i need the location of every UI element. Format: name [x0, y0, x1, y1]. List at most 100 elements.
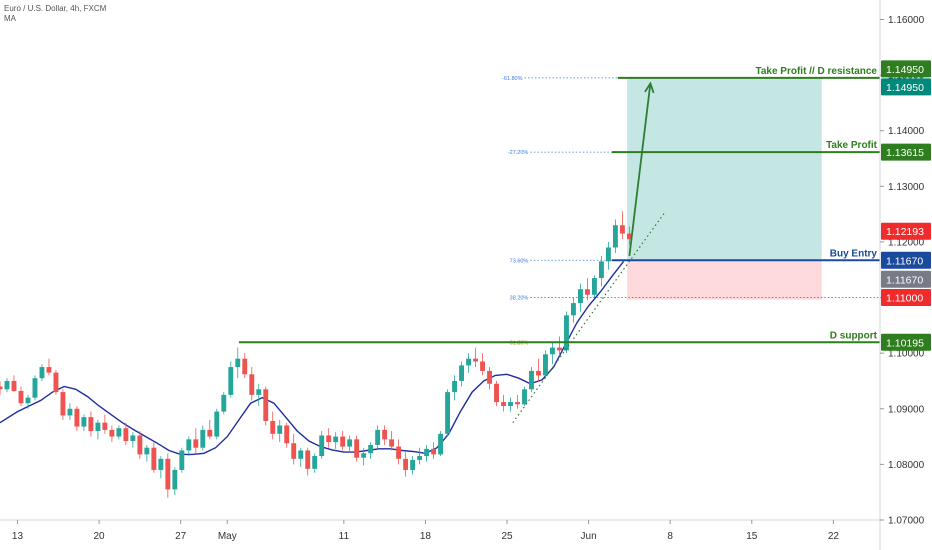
candle-body: [598, 261, 604, 279]
candle-body: [263, 389, 269, 422]
buy-entry-label: Buy Entry: [830, 248, 878, 259]
price-badge-bg: [881, 222, 931, 240]
candle-body: [284, 425, 290, 444]
time-tick-label: 8: [667, 531, 673, 542]
candle-body: [591, 278, 597, 295]
candle-body: [403, 458, 409, 470]
candle-body: [172, 469, 178, 490]
candle-body: [249, 374, 255, 395]
price-badge-bg: [881, 143, 931, 161]
candle-body: [81, 417, 87, 427]
candle: [550, 342, 555, 365]
candle: [277, 419, 283, 443]
candle: [18, 386, 24, 406]
candle: [389, 431, 395, 451]
candle: [46, 358, 52, 376]
candle-body: [354, 439, 360, 458]
candle: [619, 211, 625, 240]
candle-body: [571, 303, 576, 316]
candle: [4, 378, 10, 393]
candle: [88, 411, 94, 437]
candle: [284, 422, 290, 448]
candle: [466, 353, 472, 373]
price-badge-label: 1.11000: [886, 293, 923, 305]
price-badge: 1.14950: [881, 60, 931, 78]
candle: [235, 347, 241, 379]
candle-body: [515, 402, 520, 405]
candle: [109, 425, 115, 443]
candle-body: [557, 347, 562, 351]
candle: [529, 367, 534, 393]
candle-body: [522, 389, 527, 405]
candle-body: [501, 402, 506, 406]
candle: [501, 394, 506, 412]
candle: [81, 414, 87, 432]
candle-body: [109, 429, 115, 437]
candle-body: [410, 459, 416, 470]
take-profit-d-resistance-label: Take Profit // D resistance: [755, 66, 877, 77]
candle: [200, 425, 206, 451]
candle: [347, 435, 353, 453]
fib-level-label: 73.60%: [510, 258, 529, 264]
price-badge-label: 1.14950: [886, 82, 924, 94]
d-support-label: D support: [830, 330, 878, 341]
candle: [522, 386, 527, 406]
candle-body: [95, 422, 101, 432]
price-badge-bg: [881, 78, 931, 96]
candle: [333, 432, 339, 449]
candle-body: [375, 429, 381, 445]
candle-body: [102, 422, 108, 430]
candle-body: [256, 389, 262, 395]
candle: [368, 442, 374, 459]
candle: [221, 392, 227, 415]
candle-body: [18, 390, 24, 404]
candle: [396, 439, 402, 465]
symbol-title: Euro / U.S. Dollar, 4h, FXCM: [4, 4, 107, 13]
candle-body: [179, 450, 185, 470]
candle-body: [452, 380, 458, 393]
price-tick-label: 1.09000: [888, 404, 925, 415]
candle-body: [438, 433, 444, 455]
candle: [417, 447, 423, 465]
candle-body: [487, 370, 492, 384]
candle-body: [165, 458, 171, 490]
candle-body: [298, 450, 304, 459]
price-badge-bg: [881, 251, 931, 269]
candle-body: [235, 358, 241, 368]
candle: [626, 226, 632, 245]
candle-body: [431, 448, 437, 455]
candle-body: [137, 435, 143, 455]
candle-body: [347, 439, 353, 447]
candle-body: [221, 394, 227, 412]
candle: [256, 383, 262, 406]
candle-body: [53, 372, 59, 393]
candle-body: [67, 408, 73, 416]
candle-body: [214, 411, 220, 437]
candle: [186, 436, 192, 457]
price-badge-label: 1.10195: [886, 337, 924, 349]
trend-arrow-head: [644, 81, 655, 94]
candle-body: [193, 439, 199, 448]
candle: [494, 380, 499, 406]
candle-body: [382, 429, 388, 440]
candle-body: [424, 448, 430, 457]
candle: [605, 241, 611, 270]
candle-body: [389, 439, 395, 447]
candle-body: [619, 225, 625, 234]
candle: [410, 456, 416, 475]
candle-body: [130, 435, 136, 442]
candle: [571, 297, 576, 323]
time-tick-label: 11: [339, 531, 350, 542]
time-axis-panel: [0, 520, 932, 550]
price-badge: 1.14950: [881, 78, 931, 96]
indicator-label: MA: [4, 14, 16, 23]
price-badge-bg: [881, 333, 931, 351]
candle: [172, 467, 178, 495]
candle-body: [459, 365, 465, 381]
price-tick-label: 1.12000: [888, 237, 925, 248]
candle-body: [158, 458, 164, 470]
candle-body: [626, 233, 632, 240]
candle: [249, 367, 255, 401]
candle: [459, 361, 465, 387]
